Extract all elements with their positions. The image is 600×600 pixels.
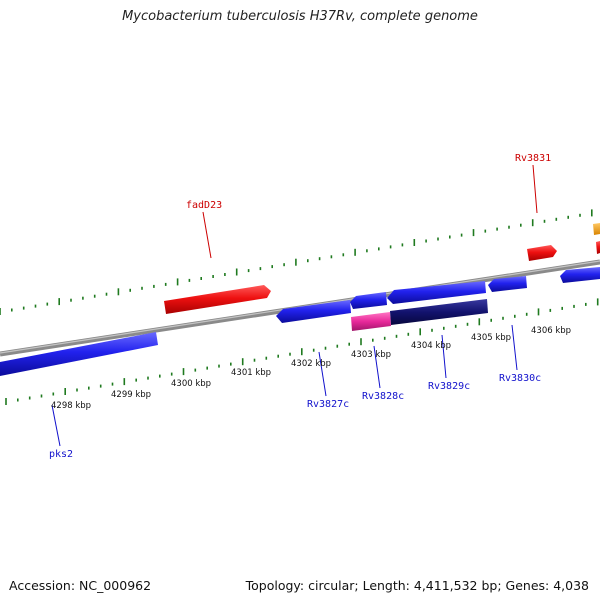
gene-label-fadD23: fadD23 (186, 200, 222, 211)
feature-blue-partial[interactable] (560, 267, 600, 283)
gene-Rv3829c-arrow[interactable] (387, 281, 486, 304)
gene-label-Rv3828c: Rv3828c (362, 391, 404, 402)
gene-Rv3831-arrow[interactable] (527, 245, 557, 261)
label-leader-Rv3831 (532, 164, 538, 214)
ruler-label-4305: 4305 kbp (471, 333, 511, 343)
ruler-label-4306: 4306 kbp (531, 326, 571, 336)
ruler-label-4298: 4298 kbp (51, 401, 91, 411)
label-leader-Rv3829c (441, 334, 447, 379)
accession-text: Accession: NC_000962 (9, 578, 152, 593)
feature-red-partial[interactable] (596, 241, 600, 254)
gene-label-Rv3830c: Rv3830c (499, 373, 541, 384)
ruler-label-4303: 4303 kbp (351, 350, 391, 360)
gene-pks2-arrow[interactable] (0, 332, 158, 376)
forward-strand-ruler (0, 209, 593, 315)
ruler-label-4300: 4300 kbp (171, 379, 211, 389)
reverse-strand-ruler (5, 298, 599, 405)
gene-fadD23-arrow[interactable] (164, 285, 271, 314)
gene-label-pks2: pks2 (49, 449, 73, 460)
feature-navy-rna[interactable] (390, 299, 488, 325)
map-title: Mycobacterium tuberculosis H37Rv, comple… (122, 9, 478, 24)
genome-stats-text: Topology: circular; Length: 4,411,532 bp… (245, 578, 589, 593)
gene-Rv3828c-arrow[interactable] (350, 292, 387, 309)
feature-pink-rna[interactable] (351, 312, 391, 331)
label-leader-Rv3830c (511, 324, 518, 371)
gene-Rv3830c-arrow[interactable] (488, 276, 527, 292)
gene-label-Rv3827c: Rv3827c (307, 399, 349, 410)
ruler-label-4299: 4299 kbp (111, 390, 151, 400)
label-leader-Rv3827c (318, 351, 327, 397)
gene-label-Rv3829c: Rv3829c (428, 381, 470, 392)
label-leader-fadD23 (202, 211, 212, 259)
ruler-label-4301: 4301 kbp (231, 368, 271, 378)
feature-orange-partial[interactable] (593, 223, 600, 235)
label-leader-Rv3828c (373, 345, 381, 389)
ruler-label-4304: 4304 kbp (411, 341, 451, 351)
ruler-label-4302: 4302 kbp (291, 359, 331, 369)
label-leader-pks2 (51, 404, 61, 447)
gene-Rv3827c-arrow[interactable] (276, 300, 351, 323)
gene-label-Rv3831: Rv3831 (515, 153, 551, 164)
